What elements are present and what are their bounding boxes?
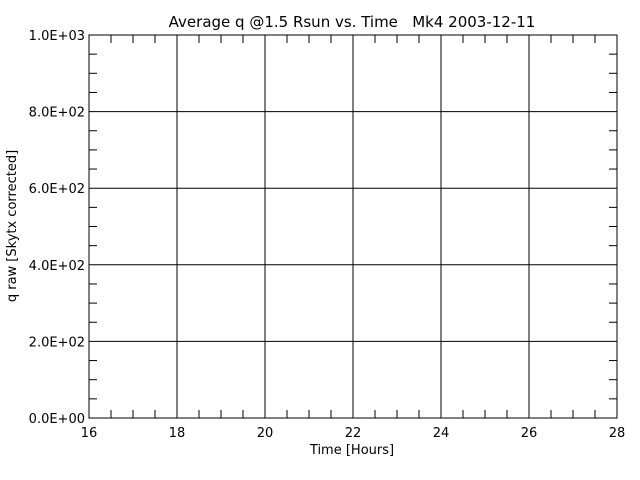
y-tick-label: 2.0E+02 bbox=[29, 335, 85, 350]
x-axis-label: Time [Hours] bbox=[309, 443, 394, 458]
x-tick-label: 24 bbox=[433, 426, 450, 441]
y-tick-label: 4.0E+02 bbox=[29, 259, 85, 274]
x-tick-label: 26 bbox=[521, 426, 538, 441]
x-tick-label: 18 bbox=[169, 426, 186, 441]
x-tick-label: 28 bbox=[609, 426, 626, 441]
y-tick-label: 0.0E+00 bbox=[29, 412, 85, 427]
y-tick-label: 1.0E+03 bbox=[29, 29, 85, 44]
y-tick-label: 6.0E+02 bbox=[29, 182, 85, 197]
x-tick-label: 22 bbox=[345, 426, 362, 441]
x-tick-label: 20 bbox=[257, 426, 274, 441]
chart-title: Average q @1.5 Rsun vs. Time Mk4 2003-12… bbox=[169, 13, 536, 31]
x-tick-label: 16 bbox=[81, 426, 98, 441]
y-axis-label: q raw [Skytx corrected] bbox=[5, 150, 20, 302]
y-tick-label: 8.0E+02 bbox=[29, 106, 85, 121]
